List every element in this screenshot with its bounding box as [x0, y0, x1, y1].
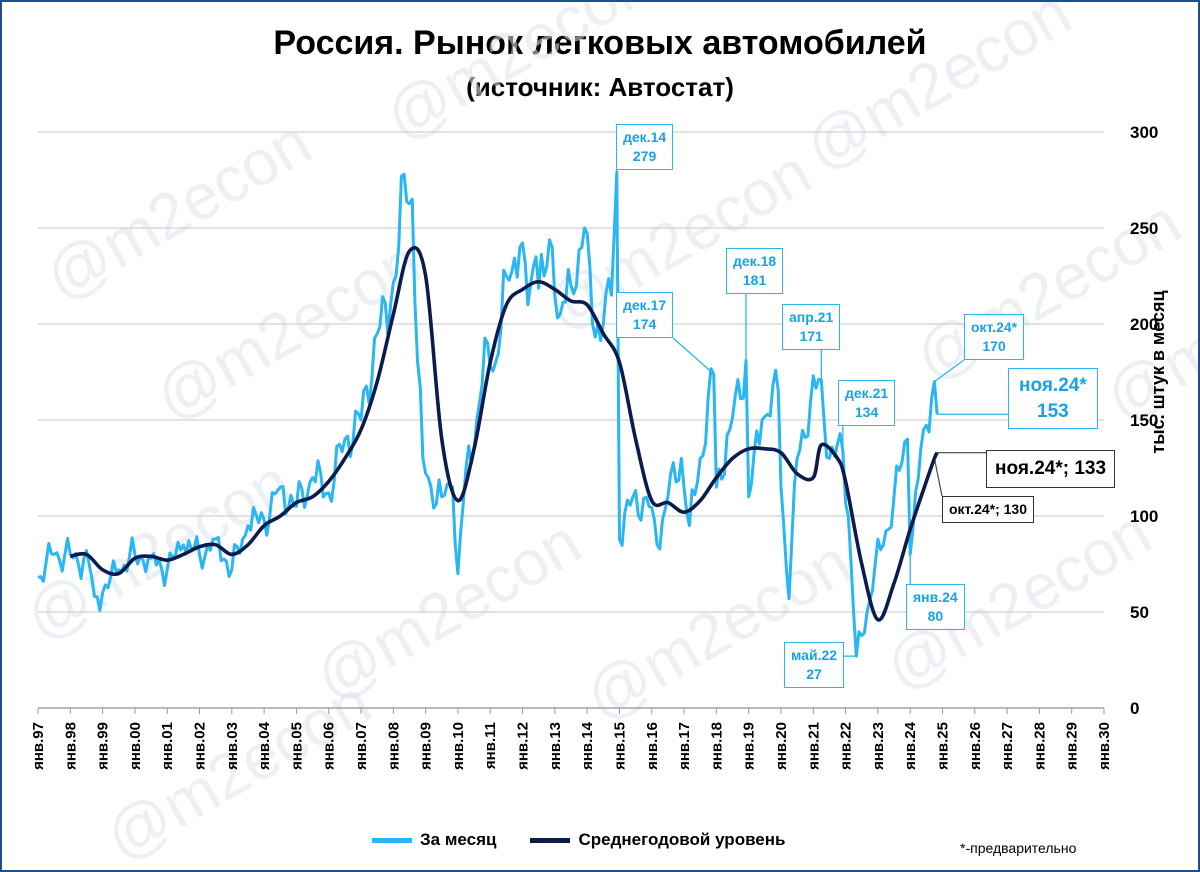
chart-title: Россия. Рынок легковых автомобилей — [273, 24, 927, 62]
series-monthly-line — [37, 170, 939, 658]
x-tick-label: янв.98 — [62, 722, 79, 770]
x-tick-label: янв.97 — [30, 722, 47, 770]
x-tick-label: янв.99 — [95, 722, 112, 770]
x-tick-label: янв.10 — [450, 722, 467, 770]
x-tick-label: янв.04 — [256, 721, 273, 770]
x-tick-label: янв.16 — [644, 722, 661, 770]
x-tick-label: янв.24 — [902, 721, 919, 770]
y-tick-label: 200 — [1130, 315, 1158, 334]
x-tick-label: янв.11 — [482, 722, 499, 769]
x-tick-label: янв.03 — [224, 722, 241, 770]
callout-jan24: янв.24 80 — [906, 584, 965, 630]
x-tick-label: янв.02 — [192, 722, 209, 770]
x-tick-label: янв.18 — [708, 722, 725, 770]
x-tick-label: янв.28 — [1031, 722, 1048, 770]
x-tick-label: янв.05 — [288, 722, 305, 770]
series-average-line — [69, 246, 939, 622]
x-tick-label: янв.22 — [838, 722, 855, 770]
legend-item-average: Среднегодовой уровень — [530, 830, 785, 850]
callout-leader-line — [934, 359, 965, 383]
x-tick-label: янв.21 — [805, 722, 822, 770]
watermark-text: @m2econ — [793, 2, 1082, 184]
y-tick-label: 100 — [1130, 507, 1158, 526]
callout-nov24-avg: ноя.24*; 133 — [986, 450, 1116, 488]
x-tick-label: янв.08 — [385, 722, 402, 770]
legend-label-average: Среднегодовой уровень — [578, 830, 786, 849]
callout-leaders — [616, 170, 1008, 657]
x-tick-label: янв.20 — [773, 722, 790, 770]
watermark-text: @m2econ — [33, 105, 322, 314]
y-ticks: 0 50 100 150 200 250 300 — [1130, 123, 1158, 718]
x-tick-label: янв.30 — [1096, 722, 1113, 770]
callout-oct24-avg: окт.24*; 130 — [942, 496, 1035, 523]
callout-dec14: дек.14 279 — [616, 124, 674, 170]
legend: За месяц Среднегодовой уровень — [372, 830, 819, 850]
y-tick-label: 300 — [1130, 123, 1158, 142]
x-tick-label: янв.27 — [999, 722, 1016, 770]
x-tick-label: янв.09 — [418, 722, 435, 770]
callout-dec21: дек.21 134 — [838, 380, 896, 426]
callout-oct24: окт.24* 170 — [964, 314, 1025, 360]
x-tick-label: янв.17 — [676, 722, 693, 770]
footnote: *-предварительно — [960, 840, 1077, 856]
x-tick-label: янв.00 — [127, 722, 144, 770]
y-tick-label: 150 — [1130, 411, 1158, 430]
legend-swatch-monthly — [372, 837, 412, 843]
callout-leader-line — [933, 458, 943, 497]
legend-label-monthly: За месяц — [420, 830, 497, 849]
y-tick-label: 50 — [1130, 603, 1149, 622]
legend-swatch-average — [530, 837, 571, 843]
callout-nov24: ноя.24* 153 — [1008, 368, 1098, 430]
callout-dec18: дек.18 181 — [726, 248, 784, 294]
x-tick-label: янв.06 — [321, 722, 338, 770]
x-tick-label: янв.25 — [934, 722, 951, 770]
x-tick-label: янв.07 — [353, 722, 370, 770]
x-tick-label: янв.01 — [159, 722, 176, 770]
y-axis-label: тыс. штук в месяц — [1148, 290, 1168, 453]
x-tick-label: янв.15 — [611, 722, 628, 770]
gridlines — [38, 131, 1104, 709]
callout-leader-line — [672, 337, 715, 375]
watermark-text: @m2econ — [13, 445, 302, 654]
x-tick-label: янв.13 — [547, 722, 564, 770]
chart-subtitle: (источник: Автостат) — [466, 72, 734, 102]
x-tick-label: янв.19 — [741, 722, 758, 770]
watermark-text: @m2econ — [573, 525, 862, 734]
callout-dec17: дек.17 174 — [616, 292, 674, 338]
legend-item-monthly: За месяц — [372, 830, 496, 850]
y-tick-label: 250 — [1130, 219, 1158, 238]
series-layer — [37, 170, 939, 658]
callout-may22: май.22 27 — [784, 642, 845, 688]
x-tick-label: янв.14 — [579, 721, 596, 770]
x-ticks: янв.97 янв.98 янв.99 янв.00 янв.01 янв.02 янв.… — [30, 708, 1113, 770]
x-tick-label: янв.23 — [870, 722, 887, 770]
x-tick-label: янв.12 — [515, 722, 532, 770]
x-tick-label: янв.26 — [967, 722, 984, 770]
watermark-text: @m2econ — [533, 135, 822, 344]
callout-apr21: апр.21 171 — [782, 304, 841, 350]
x-tick-label: янв.29 — [1064, 722, 1081, 770]
y-tick-label: 0 — [1130, 699, 1139, 718]
